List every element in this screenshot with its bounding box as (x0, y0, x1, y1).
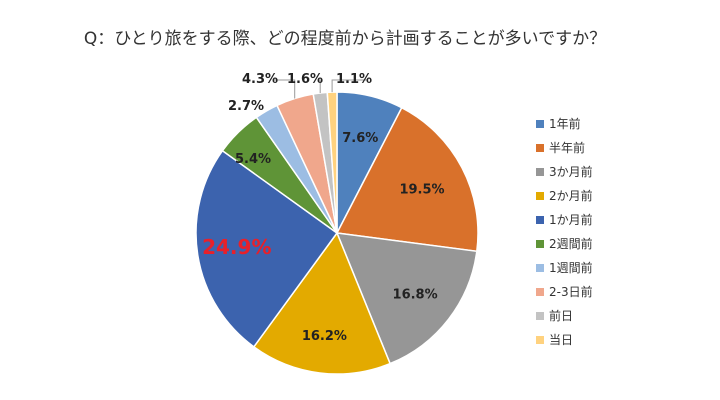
legend-swatch (536, 120, 544, 128)
chart-title: Q：ひとり旅をする際、どの程度前から計画することが多いですか？ (84, 29, 606, 49)
data-label: 1.1% (336, 72, 372, 87)
leader-lines (274, 79, 368, 99)
data-label: 1.6% (287, 72, 323, 87)
legend-swatch (536, 336, 544, 344)
data-label: 2.7% (228, 99, 264, 114)
legend-label: 前日 (549, 308, 573, 323)
legend-swatch (536, 144, 544, 152)
data-label: 7.6% (342, 131, 378, 146)
pie-slice (335, 232, 478, 365)
legend-swatch (536, 288, 544, 296)
legend-label: 当日 (549, 333, 573, 347)
pie-slices (195, 91, 479, 375)
legend-label: 1週間前 (549, 260, 593, 275)
legend-swatch (536, 216, 544, 224)
leader-line (319, 79, 321, 93)
pie-slice (195, 149, 339, 348)
data-labels: 7.6% 19.5% 16.8% 16.2% 24.9% 5.4% 2.7% 4.3% 1.6%… (202, 72, 444, 344)
pie-slice (252, 231, 392, 375)
legend-label: 2週間前 (549, 236, 593, 251)
legend-swatch (536, 312, 544, 320)
legend-swatch (536, 240, 544, 248)
legend-swatch (536, 168, 544, 176)
legend-label: 2か月前 (549, 188, 593, 203)
data-label: 16.2% (302, 329, 347, 344)
legend-swatch (536, 192, 544, 200)
legend-label: 半年前 (549, 140, 585, 155)
data-label: 24.9% (202, 235, 271, 259)
pie-slice (335, 106, 479, 253)
data-label: 4.3% (242, 72, 278, 87)
legend-label: 3か月前 (549, 164, 593, 179)
legend-label: 1年前 (549, 116, 581, 131)
legend-label: 2-3日前 (549, 284, 593, 299)
data-label: 19.5% (399, 183, 444, 198)
data-label: 5.4% (235, 152, 271, 167)
legend-label: 1か月前 (549, 212, 593, 227)
leader-line (331, 79, 368, 93)
data-label: 16.8% (393, 287, 438, 302)
legend-swatch (536, 264, 544, 272)
leader-line (274, 79, 296, 99)
